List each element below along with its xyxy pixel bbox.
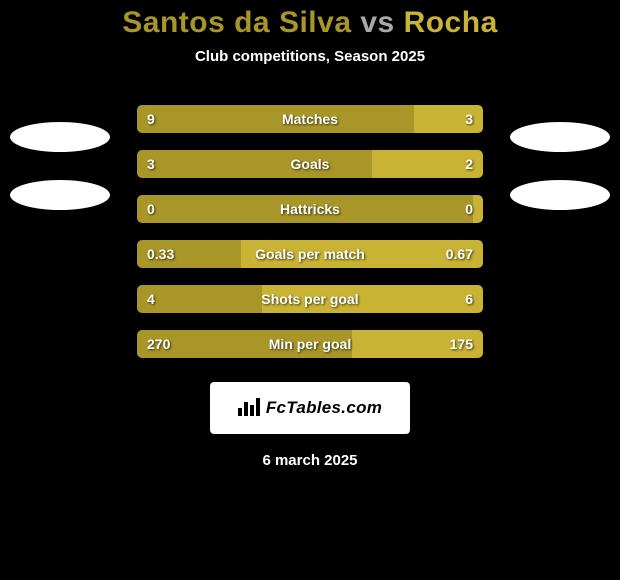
subtitle: Club competitions, Season 2025 xyxy=(0,48,620,65)
stat-bar-left xyxy=(137,285,262,313)
date-line: 6 march 2025 xyxy=(0,452,620,469)
stat-bar-right xyxy=(473,195,483,223)
stat-bar-left xyxy=(137,330,352,358)
ellipse-placeholder xyxy=(10,180,110,210)
bars-chart-icon xyxy=(238,396,260,421)
stat-bar-right xyxy=(352,330,483,358)
player-right-name: Rocha xyxy=(404,6,498,39)
stat-bar-right xyxy=(241,240,483,268)
stat-row: 32Goals xyxy=(137,150,483,178)
ellipse-placeholder xyxy=(10,122,110,152)
page-title: Santos da Silva vs Rocha xyxy=(0,0,620,40)
comparison-bars: 93Matches 32Goals 00Hattricks 0.330.67Goals… xyxy=(137,105,483,358)
stat-bar-right xyxy=(414,105,483,133)
stat-row: 93Matches xyxy=(137,105,483,133)
stat-bar-left xyxy=(137,240,241,268)
stat-bar-left xyxy=(137,105,414,133)
stat-bar-right xyxy=(372,150,483,178)
stat-row: 0.330.67Goals per match xyxy=(137,240,483,268)
stat-row: 00Hattricks xyxy=(137,195,483,223)
decor-ellipses-right xyxy=(510,122,610,210)
stat-bar-right xyxy=(262,285,483,313)
stat-row: 270175Min per goal xyxy=(137,330,483,358)
stat-row: 46Shots per goal xyxy=(137,285,483,313)
stat-bar-left xyxy=(137,195,473,223)
decor-ellipses-left xyxy=(10,122,110,210)
ellipse-placeholder xyxy=(510,122,610,152)
brand-text: FcTables.com xyxy=(266,398,382,418)
stat-bar-left xyxy=(137,150,372,178)
ellipse-placeholder xyxy=(510,180,610,210)
brand-box: FcTables.com xyxy=(210,382,410,434)
vs-word: vs xyxy=(360,6,394,39)
player-left-name: Santos da Silva xyxy=(122,6,351,39)
